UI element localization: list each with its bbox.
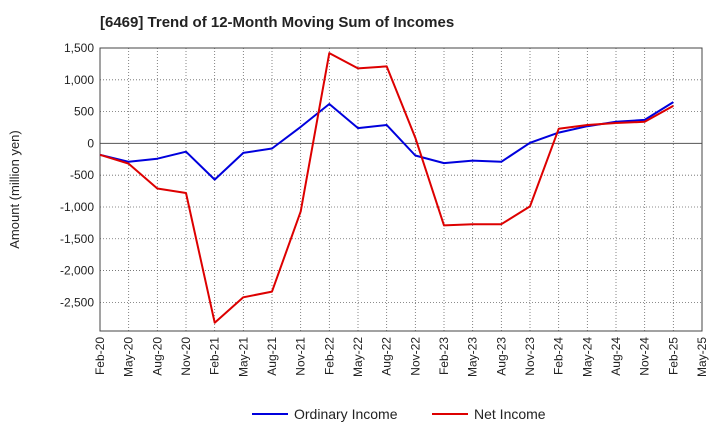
y-tick-label: -2,000 (60, 264, 94, 278)
x-tick-label: Feb-22 (322, 337, 336, 375)
y-tick-label: 500 (74, 105, 94, 119)
y-tick-label: -500 (70, 168, 94, 182)
x-tick-label: May-25 (695, 337, 709, 377)
x-tick-label: Aug-22 (380, 337, 394, 376)
x-tick-label: Aug-20 (150, 337, 164, 376)
legend-label: Ordinary Income (294, 406, 398, 422)
x-tick-label: Feb-21 (208, 337, 222, 375)
x-tick-label: May-22 (351, 337, 365, 377)
y-tick-label: 1,000 (64, 73, 94, 87)
series-lines (99, 52, 674, 324)
series-line-net-income (99, 52, 674, 324)
x-tick-label: Aug-23 (494, 337, 508, 376)
x-tick-label: Aug-21 (265, 337, 279, 376)
chart-title: [6469] Trend of 12-Month Moving Sum of I… (100, 14, 455, 31)
axes: 1,500 1,000 500 0 -500 -1,000 -1,500 -2,000 -2,5… (7, 41, 709, 377)
x-tick-label: May-23 (466, 337, 480, 377)
x-tick-label: Feb-24 (552, 337, 566, 375)
x-tick-label: Nov-23 (523, 337, 537, 376)
x-tick-label: May-21 (236, 337, 250, 377)
x-tick-label: May-20 (122, 337, 136, 377)
x-tick-label: Nov-24 (638, 337, 652, 376)
y-tick-label: 0 (87, 136, 94, 150)
x-tick-label: Nov-21 (294, 337, 308, 376)
x-tick-label: Feb-25 (666, 337, 680, 375)
x-tick-label: Feb-20 (93, 337, 107, 375)
y-axis-label: Amount (million yen) (7, 130, 22, 249)
x-tick-label: Nov-20 (179, 337, 193, 376)
x-tick-label: Feb-23 (437, 337, 451, 375)
x-tick-label: May-24 (580, 337, 594, 377)
plot-frame (99, 47, 703, 332)
legend: Ordinary Income Net Income (252, 406, 546, 422)
series-line-ordinary-income (99, 101, 674, 181)
y-tick-label: -2,500 (60, 295, 94, 309)
y-tick-label: -1,500 (60, 232, 94, 246)
x-tick-label: Aug-24 (609, 337, 623, 376)
legend-label: Net Income (474, 406, 546, 422)
grid-lines (99, 47, 703, 331)
x-tick-label: Nov-22 (408, 337, 422, 376)
y-tick-label: -1,000 (60, 200, 94, 214)
y-tick-label: 1,500 (64, 41, 94, 55)
